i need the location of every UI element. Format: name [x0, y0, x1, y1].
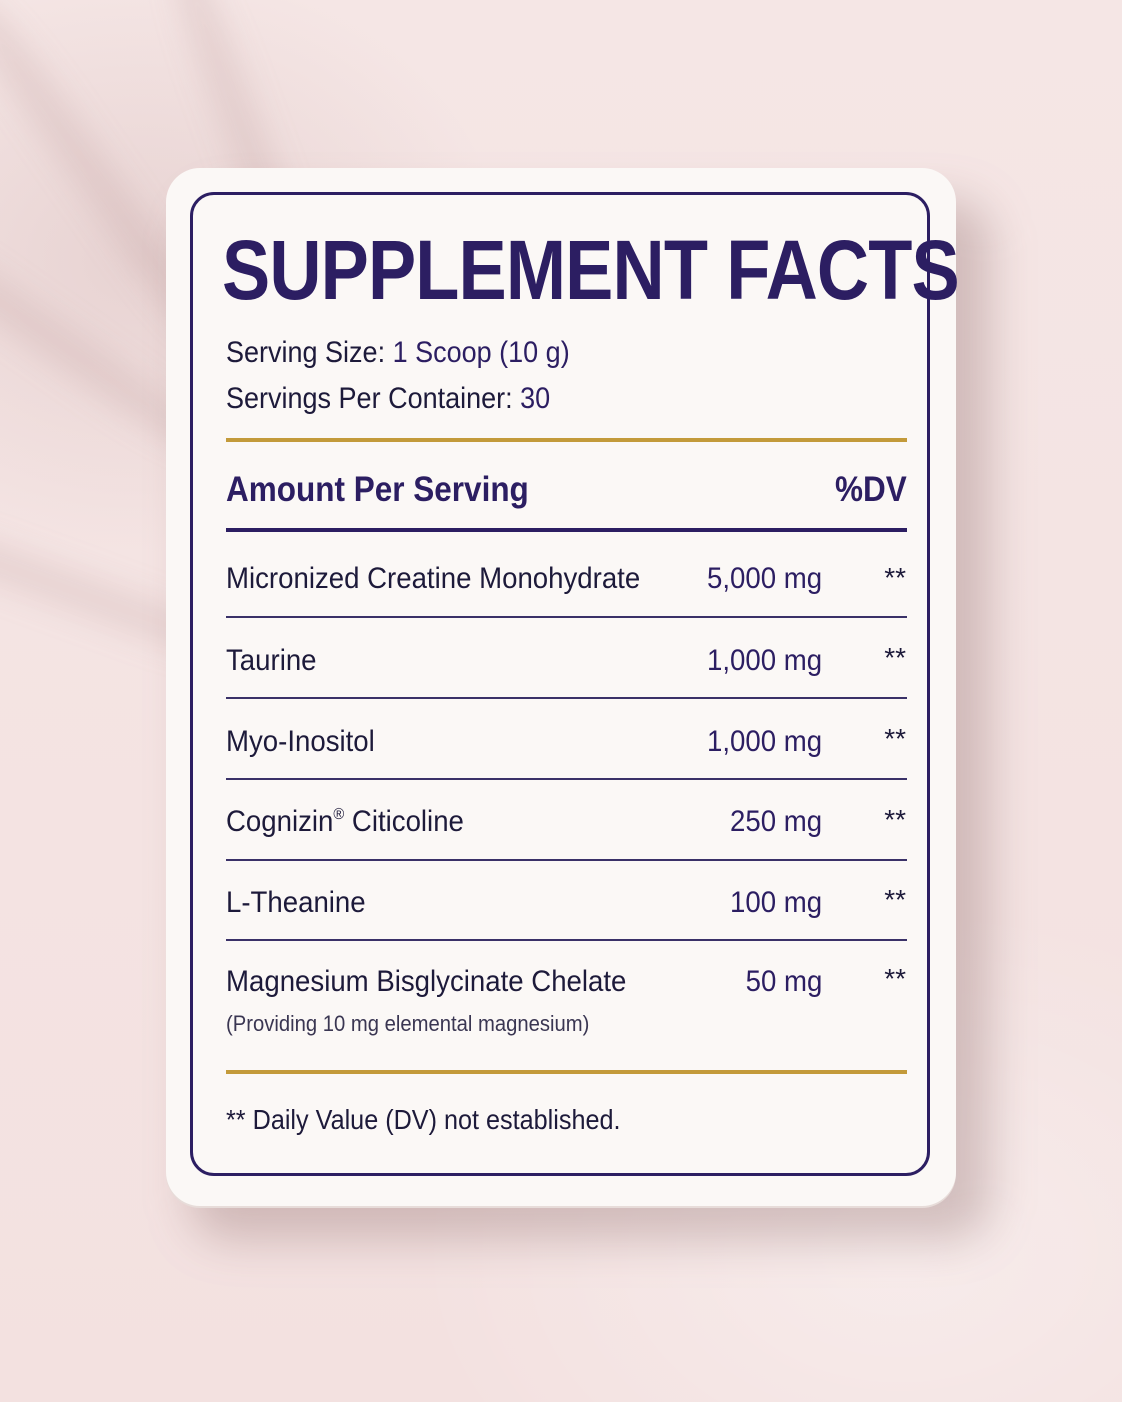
footnote: ** Daily Value (DV) not established.	[226, 1104, 621, 1135]
ingredient-name-brand: Cognizin	[226, 805, 334, 838]
ingredient-dv: **	[884, 562, 906, 593]
ingredient-dv: **	[884, 723, 906, 754]
row-divider	[226, 939, 907, 941]
ingredient-name: Myo-Inositol	[226, 725, 375, 758]
serving-size: Serving Size: 1 Scoop (10 g)	[226, 336, 570, 370]
ingredient-dv: **	[884, 963, 906, 994]
ingredient-amount: 250 mg	[729, 805, 822, 838]
ingredient-amount: 5,000 mg	[706, 562, 822, 595]
ingredient-dv: **	[884, 884, 906, 915]
row-divider	[226, 697, 907, 699]
ingredient-dv: **	[884, 642, 906, 673]
supplement-card	[166, 168, 956, 1206]
dv-header: %DV	[835, 470, 907, 509]
row-divider	[226, 616, 907, 618]
ingredient-amount: 1,000 mg	[706, 725, 822, 758]
row-divider	[226, 778, 907, 780]
label-title: SUPPLEMENT FACTS	[222, 223, 960, 317]
ingredient-name: Micronized Creatine Monohydrate	[226, 562, 641, 595]
servings-per-container-label: Servings Per Container:	[226, 382, 513, 415]
divider-gold-bottom	[226, 1070, 907, 1074]
servings-per-container-value: 30	[520, 382, 551, 415]
registered-mark: ®	[333, 806, 345, 823]
ingredient-name-tail: Citicoline	[344, 805, 464, 838]
ingredient-name: Cognizin® Citicoline	[226, 805, 464, 839]
ingredient-name: L-Theanine	[226, 886, 366, 919]
amount-per-serving-header: Amount Per Serving	[226, 470, 529, 509]
divider-gold-top	[226, 438, 907, 442]
divider-header	[226, 528, 907, 532]
ingredient-amount: 100 mg	[729, 886, 822, 919]
serving-size-label: Serving Size:	[226, 336, 386, 369]
servings-per-container: Servings Per Container: 30	[226, 382, 550, 416]
serving-size-value: 1 Scoop (10 g)	[392, 336, 570, 369]
label-border	[190, 192, 930, 1176]
ingredient-amount: 1,000 mg	[706, 644, 822, 677]
row-divider	[226, 859, 907, 861]
ingredient-dv: **	[884, 804, 906, 835]
ingredient-amount: 50 mg	[745, 965, 822, 998]
ingredient-note: (Providing 10 mg elemental magnesium)	[226, 1011, 590, 1036]
ingredient-name: Magnesium Bisglycinate Chelate	[226, 965, 627, 998]
ingredient-name: Taurine	[226, 644, 317, 677]
